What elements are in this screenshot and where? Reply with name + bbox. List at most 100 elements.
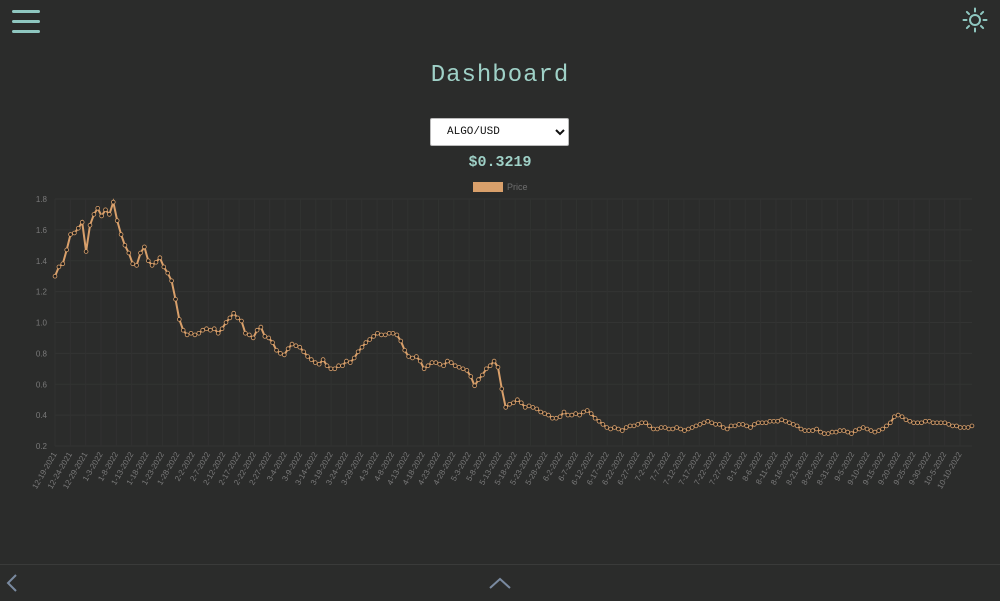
price-point <box>468 374 474 379</box>
price-point <box>654 426 660 432</box>
price-point <box>907 418 913 424</box>
price-point <box>367 337 373 342</box>
menu-button[interactable] <box>12 10 40 36</box>
price-point <box>320 357 326 362</box>
price-point <box>351 355 357 361</box>
back-button[interactable] <box>4 573 20 593</box>
price-point <box>950 423 955 429</box>
y-tick-label: 1.6 <box>36 226 48 235</box>
price-point <box>569 412 575 418</box>
price-point <box>448 360 454 365</box>
footer-bar <box>0 564 1000 601</box>
price-point <box>293 343 299 349</box>
price-point <box>565 412 571 418</box>
price-point <box>503 405 509 410</box>
price-point <box>693 423 699 429</box>
price-point <box>903 417 909 423</box>
price-point <box>138 250 143 256</box>
price-point <box>111 199 116 205</box>
price-point <box>868 428 874 433</box>
price-point <box>957 425 963 430</box>
price-point <box>899 414 905 420</box>
price-point <box>56 264 62 270</box>
price-point <box>534 406 540 412</box>
price-point <box>592 415 598 421</box>
price-point <box>880 426 885 432</box>
price-point <box>666 426 672 432</box>
price-point <box>689 425 695 430</box>
price-point <box>421 366 427 372</box>
price-point <box>305 354 310 359</box>
price-point <box>142 244 147 250</box>
price-point <box>961 425 967 430</box>
price-point <box>266 335 272 341</box>
price-point <box>173 296 178 302</box>
price-point <box>235 315 240 321</box>
price-point <box>180 327 186 333</box>
price-point <box>713 422 718 427</box>
price-point <box>188 330 194 336</box>
price-point <box>149 263 155 268</box>
price-point <box>561 409 567 415</box>
price-point <box>278 351 283 356</box>
price-point <box>876 428 881 433</box>
price-point <box>588 411 594 416</box>
price-point <box>324 363 330 369</box>
price-point <box>888 420 893 426</box>
price-point <box>802 428 808 433</box>
price-point <box>845 429 850 435</box>
page-title: Dashboard <box>430 62 570 89</box>
price-point <box>285 346 291 352</box>
price-point <box>584 408 590 413</box>
price-point <box>328 366 334 372</box>
scroll-up-button[interactable] <box>488 575 512 591</box>
price-point <box>872 429 878 435</box>
price-point <box>91 212 97 217</box>
theme-toggle-button[interactable] <box>962 7 988 33</box>
price-point <box>126 250 132 256</box>
price-point <box>705 418 711 424</box>
price-point <box>410 355 415 361</box>
price-point <box>810 428 815 433</box>
price-point <box>596 418 602 424</box>
price-point <box>701 420 707 426</box>
price-point <box>724 426 730 432</box>
price-point <box>215 330 221 336</box>
price-point <box>709 420 714 426</box>
price-point <box>814 426 819 432</box>
legend-swatch <box>473 182 503 192</box>
price-point <box>864 426 870 432</box>
price-point <box>895 412 901 418</box>
price-point <box>919 420 924 426</box>
price-point <box>114 218 120 223</box>
price-point <box>375 330 380 336</box>
price-point <box>184 332 190 338</box>
price-point <box>884 423 889 429</box>
price-point <box>511 400 516 406</box>
price-point <box>550 415 555 421</box>
price-point <box>608 426 613 432</box>
price-point <box>258 324 264 330</box>
price-point <box>697 422 703 427</box>
price-point <box>472 383 477 389</box>
price-point <box>670 426 676 432</box>
price-point <box>153 259 159 265</box>
y-tick-label: 0.8 <box>36 349 48 358</box>
price-point <box>790 422 796 427</box>
price-point <box>647 423 652 429</box>
price-point <box>270 340 275 345</box>
price-point <box>161 264 167 270</box>
price-point <box>915 420 920 426</box>
price-point <box>798 426 804 432</box>
price-point <box>390 330 396 336</box>
pair-select[interactable]: ALGO/USD <box>430 118 569 146</box>
price-point <box>363 340 369 345</box>
price-point <box>763 420 769 426</box>
price-point <box>316 361 322 367</box>
price-point <box>837 428 843 433</box>
price-point <box>728 423 734 429</box>
price-point <box>755 420 761 426</box>
price-point <box>515 397 520 403</box>
price-point <box>200 327 206 333</box>
price-point <box>499 386 505 392</box>
